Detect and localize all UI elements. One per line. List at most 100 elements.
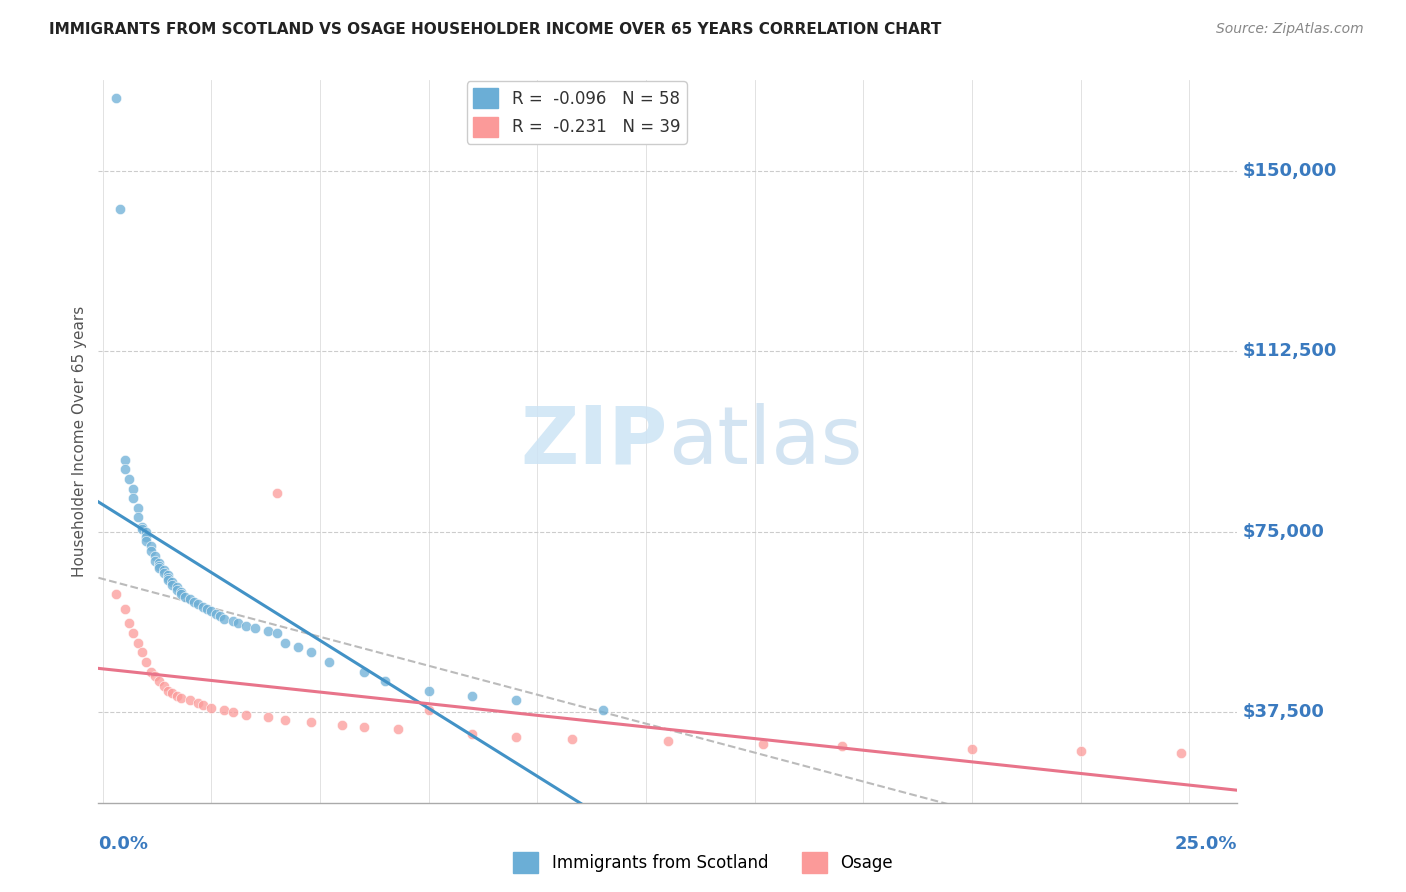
Legend: Immigrants from Scotland, Osage: Immigrants from Scotland, Osage: [506, 846, 900, 880]
Point: [187, 597, 209, 611]
Point: [118, 616, 141, 631]
Point: [135, 524, 157, 539]
Point: [266, 486, 288, 500]
Point: [418, 683, 440, 698]
Point: [418, 703, 440, 717]
Point: [152, 566, 174, 580]
Point: [174, 590, 197, 604]
Point: [330, 717, 353, 731]
Point: [135, 655, 157, 669]
Point: [131, 645, 153, 659]
Point: [162, 578, 184, 592]
Point: [127, 500, 149, 515]
Point: [143, 669, 166, 683]
Point: [191, 599, 214, 614]
Point: [274, 635, 297, 649]
Point: [299, 645, 322, 659]
Point: [122, 626, 145, 640]
Legend: R =  -0.096   N = 58, R =  -0.231   N = 39: R = -0.096 N = 58, R = -0.231 N = 39: [467, 81, 686, 144]
Point: [114, 452, 136, 467]
Point: [200, 700, 222, 714]
Text: $112,500: $112,500: [1243, 343, 1337, 360]
Point: [287, 640, 309, 655]
Point: [195, 602, 218, 616]
Point: [209, 609, 232, 624]
Point: [170, 585, 193, 599]
Point: [505, 693, 527, 707]
Point: [461, 689, 484, 703]
Text: Source: ZipAtlas.com: Source: ZipAtlas.com: [1216, 22, 1364, 37]
Point: [353, 720, 375, 734]
Point: [166, 582, 188, 597]
Point: [461, 727, 484, 741]
Y-axis label: Householder Income Over 65 years: Householder Income Over 65 years: [72, 306, 87, 577]
Point: [166, 580, 188, 594]
Point: [257, 624, 280, 638]
Point: [187, 696, 209, 710]
Point: [243, 621, 266, 635]
Point: [131, 520, 153, 534]
Point: [170, 691, 193, 706]
Point: [148, 674, 170, 689]
Point: [257, 710, 280, 724]
Point: [752, 737, 775, 751]
Point: [191, 698, 214, 713]
Point: [960, 741, 983, 756]
Point: [200, 604, 222, 618]
Point: [374, 674, 396, 689]
Text: $150,000: $150,000: [1243, 161, 1337, 179]
Point: [139, 539, 162, 553]
Point: [274, 713, 297, 727]
Point: [235, 707, 257, 722]
Point: [143, 554, 166, 568]
Point: [114, 462, 136, 476]
Point: [214, 611, 236, 625]
Point: [179, 592, 201, 607]
Point: [135, 534, 157, 549]
Point: [266, 626, 288, 640]
Point: [139, 665, 162, 679]
Point: [148, 558, 170, 573]
Point: [561, 731, 583, 746]
Point: [127, 510, 149, 524]
Point: [204, 607, 226, 621]
Text: atlas: atlas: [668, 402, 862, 481]
Text: 25.0%: 25.0%: [1175, 835, 1237, 854]
Point: [131, 523, 153, 537]
Point: [299, 715, 322, 730]
Text: IMMIGRANTS FROM SCOTLAND VS OSAGE HOUSEHOLDER INCOME OVER 65 YEARS CORRELATION C: IMMIGRANTS FROM SCOTLAND VS OSAGE HOUSEH…: [49, 22, 942, 37]
Point: [505, 730, 527, 744]
Point: [118, 472, 141, 486]
Point: [104, 587, 127, 601]
Point: [148, 561, 170, 575]
Point: [139, 544, 162, 558]
Point: [162, 575, 184, 590]
Point: [122, 491, 145, 505]
Point: [592, 703, 614, 717]
Point: [156, 571, 179, 585]
Point: [235, 619, 257, 633]
Point: [114, 602, 136, 616]
Point: [1070, 744, 1092, 758]
Point: [657, 734, 679, 748]
Point: [135, 530, 157, 544]
Point: [179, 693, 201, 707]
Point: [152, 679, 174, 693]
Point: [226, 616, 249, 631]
Point: [122, 482, 145, 496]
Point: [170, 587, 193, 601]
Text: ZIP: ZIP: [520, 402, 668, 481]
Point: [318, 655, 340, 669]
Point: [143, 549, 166, 563]
Point: [183, 595, 205, 609]
Point: [156, 568, 179, 582]
Point: [387, 723, 409, 737]
Point: [152, 563, 174, 577]
Point: [127, 635, 149, 649]
Point: [156, 573, 179, 587]
Text: $75,000: $75,000: [1243, 523, 1324, 541]
Point: [222, 614, 245, 628]
Point: [166, 689, 188, 703]
Text: $37,500: $37,500: [1243, 704, 1324, 722]
Point: [1170, 747, 1192, 761]
